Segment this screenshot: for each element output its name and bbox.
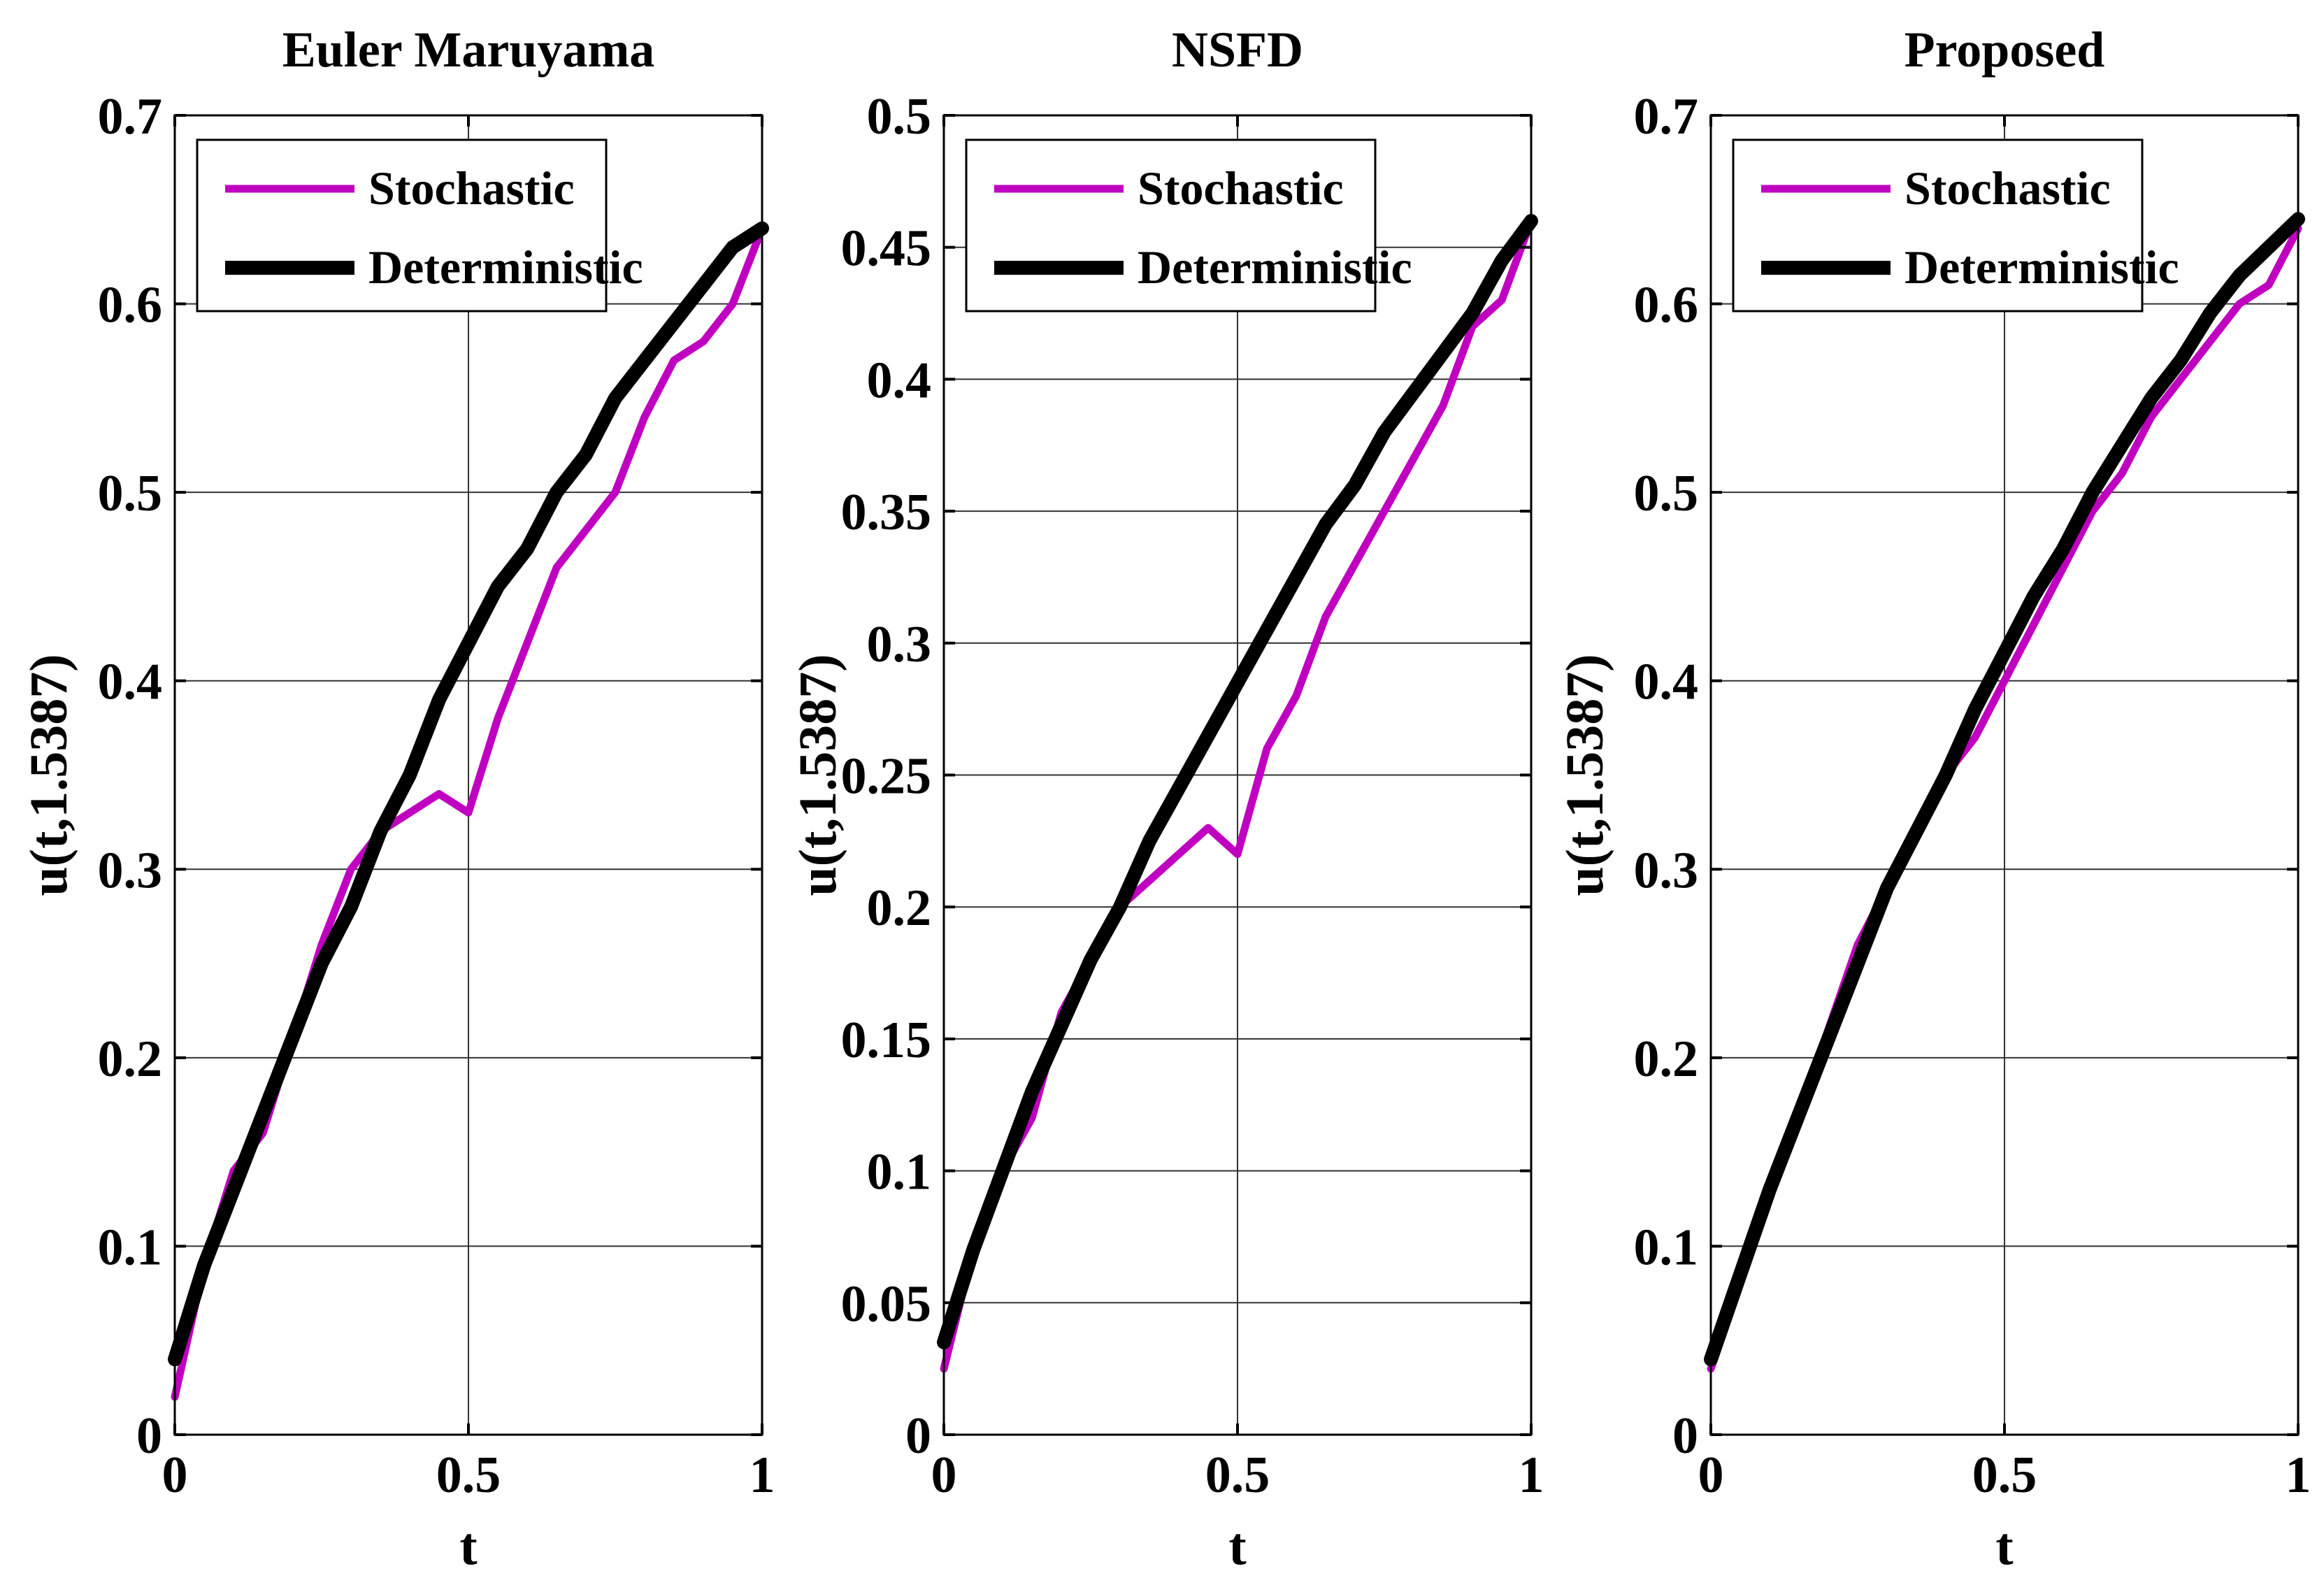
x-tick-label: 0 [931,1447,957,1504]
x-tick-label: 1 [1519,1447,1544,1504]
legend-label-deterministic: Deterministic [368,241,643,294]
x-tick-label: 0.5 [436,1447,501,1504]
grid-lines [944,115,1531,1435]
y-tick-label: 0 [905,1407,931,1465]
tick-group: 0 0.5 1 0 0.05 0.1 0.15 0.2 0.25 0.3 0.35 0.4 0.45 0.… [841,88,1544,1504]
y-tick-label: 0.25 [841,748,932,805]
y-tick-label: 0.4 [867,352,932,409]
y-tick-label: 0.4 [1634,654,1699,711]
y-tick-label: 0.6 [98,277,163,334]
panel-title: NSFD [1172,22,1303,78]
legend: Stochastic Deterministic [196,138,643,313]
x-tick-label: 0 [1698,1447,1724,1504]
y-tick-label: 0.5 [98,465,163,522]
chart-panel-euler-maruyama: 0 0.5 1 0 0.1 0.2 0.3 0.4 0.5 0.6 0.7 Euler Maruya… [20,22,775,1576]
legend-label-stochastic: Stochastic [368,162,575,215]
y-tick-label: 0.35 [841,484,932,541]
y-tick-label: 0 [136,1407,162,1465]
y-tick-label: 0.3 [867,616,932,673]
legend-label-stochastic: Stochastic [1138,162,1344,215]
y-tick-label: 0.4 [98,654,163,711]
y-tick-label: 0.5 [867,88,932,145]
legend-box [196,138,608,313]
series-group [937,214,1538,1373]
x-tick-label: 1 [2286,1447,2311,1504]
x-axis-label: t [1995,1517,2013,1576]
y-tick-label: 0.3 [98,842,163,899]
x-tick-label: 1 [749,1447,775,1504]
y-tick-label: 0.2 [867,880,932,937]
y-tick-label: 0.6 [1634,277,1699,334]
chart-panel-nsfd: 0 0.5 1 0 0.05 0.1 0.15 0.2 0.25 0.3 0.35 0.4 0.45 0.… [789,22,1544,1576]
legend-box [965,138,1377,313]
series-line-deterministic [168,221,769,1367]
chart-panel-proposed: 0 0.5 1 0 0.1 0.2 0.3 0.4 0.5 0.6 0.7 Proposed t u… [1556,22,2311,1576]
tick-group: 0 0.5 1 0 0.1 0.2 0.3 0.4 0.5 0.6 0.7 [98,88,775,1504]
series-group [1704,212,2305,1373]
y-tick-label: 0.1 [867,1144,932,1201]
y-tick-label: 0.1 [1634,1219,1699,1276]
panel-title: Euler Maruyama [282,22,655,78]
x-tick-label: 0 [162,1447,188,1504]
legend-label-stochastic: Stochastic [1905,162,2111,215]
legend: Stochastic Deterministic [1732,138,2179,313]
y-axis-label: u(t,1.5387) [20,654,78,896]
y-tick-label: 0 [1672,1407,1698,1465]
y-tick-label: 0.7 [98,88,163,145]
y-tick-label: 0.1 [98,1219,163,1276]
grid-lines [1711,115,2298,1435]
y-axis-label: u(t,1.5387) [789,654,847,896]
y-tick-label: 0.15 [841,1012,932,1069]
y-tick-label: 0.2 [1634,1031,1699,1088]
y-tick-label: 0.3 [1634,842,1699,899]
y-tick-label: 0.7 [1634,88,1699,145]
x-axis-label: t [459,1517,477,1576]
y-tick-label: 0.2 [98,1031,163,1088]
tick-group: 0 0.5 1 0 0.1 0.2 0.3 0.4 0.5 0.6 0.7 [1634,88,2311,1504]
y-tick-label: 0.45 [841,220,932,278]
x-axis-label: t [1228,1517,1246,1576]
y-axis-label: u(t,1.5387) [1556,654,1614,896]
legend-box [1732,138,2144,313]
series-line-deterministic [1704,212,2305,1367]
legend: Stochastic Deterministic [965,138,1412,313]
x-tick-label: 0.5 [1205,1447,1270,1504]
panel-title: Proposed [1905,22,2105,78]
y-tick-label: 0.05 [841,1275,932,1333]
x-tick-label: 0.5 [1972,1447,2037,1504]
series-group [168,221,769,1401]
series-line-deterministic [937,214,1538,1349]
y-tick-label: 0.5 [1634,465,1699,522]
legend-label-deterministic: Deterministic [1138,241,1412,294]
legend-label-deterministic: Deterministic [1905,241,2179,294]
